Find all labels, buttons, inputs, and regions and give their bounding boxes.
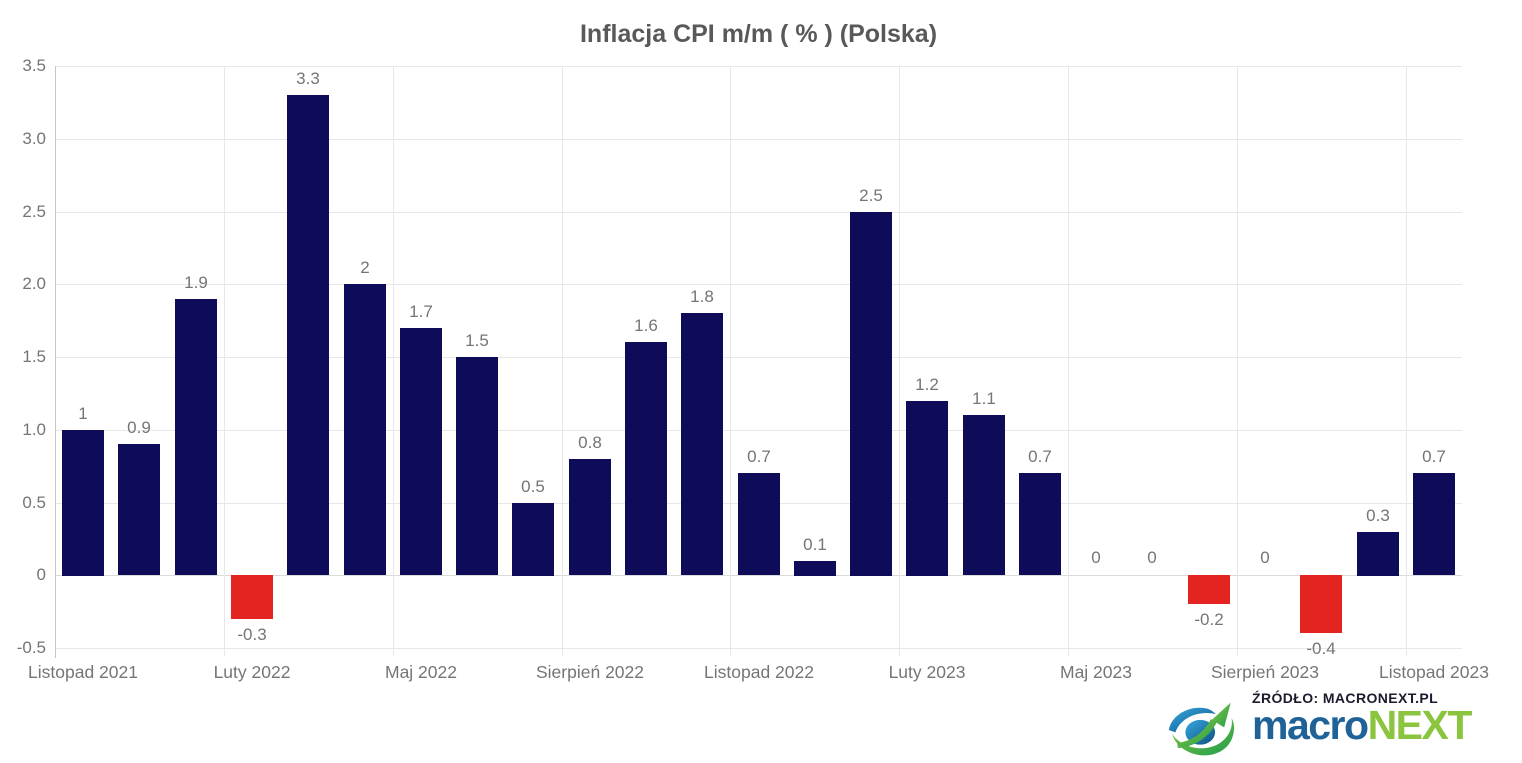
bar-value-label: 0.9 — [127, 418, 151, 437]
zero-gridline — [55, 575, 1462, 576]
gridline-horizontal — [55, 430, 1462, 431]
source-text: ŹRÓDŁO: MACRONEXT.PL — [1252, 690, 1439, 706]
bar-positive — [963, 415, 1005, 575]
gridline-vertical — [899, 66, 900, 656]
gridline-vertical — [1237, 66, 1238, 656]
x-axis-tick-label: Listopad 2021 — [28, 662, 138, 682]
brand-wordmark: macroNEXT — [1252, 705, 1472, 746]
bar-positive — [512, 503, 554, 576]
y-axis-tick-label: 1.0 — [22, 420, 46, 439]
bar-value-label: 0 — [1260, 548, 1270, 567]
x-axis-tick-label: Sierpień 2023 — [1211, 662, 1319, 682]
gridline-vertical — [224, 66, 225, 656]
x-axis-tick-label: Sierpień 2022 — [536, 662, 644, 682]
bar-value-label: 0.7 — [747, 447, 771, 466]
gridline-horizontal — [55, 648, 1462, 649]
bar-value-label: 1.7 — [409, 302, 433, 321]
gridline-horizontal — [55, 212, 1462, 213]
bar-value-label: 1.1 — [972, 389, 996, 408]
bar-positive — [175, 299, 217, 575]
macronext-logo: ŹRÓDŁO: MACRONEXT.PL macroNEXT — [1164, 690, 1472, 762]
gridline-horizontal — [55, 66, 1462, 67]
bar-positive — [906, 401, 948, 576]
bar-value-label: -0.3 — [237, 625, 267, 644]
x-axis-tick-label: Luty 2023 — [888, 662, 966, 682]
x-axis-tick-label: Listopad 2023 — [1379, 662, 1489, 682]
bar-value-label: -0.4 — [1306, 639, 1336, 658]
bar-positive — [794, 561, 836, 576]
bar-positive — [850, 212, 892, 576]
gridline-vertical — [1068, 66, 1069, 656]
y-axis-tick-label: 1.5 — [22, 347, 46, 366]
bar-positive — [1357, 532, 1399, 576]
bar-value-label: 1.6 — [634, 316, 658, 335]
bar-negative — [1300, 575, 1342, 633]
y-axis-tick-label: 3.5 — [22, 56, 46, 75]
bar-value-label: 1.2 — [915, 375, 939, 394]
bar-value-label: 3.3 — [296, 69, 320, 88]
bar-positive — [738, 473, 780, 575]
bar-value-label: 1.9 — [184, 273, 208, 292]
bar-negative — [231, 575, 273, 619]
y-axis-line — [55, 66, 56, 658]
gridline-horizontal — [55, 357, 1462, 358]
brand-next: NEXT — [1367, 702, 1473, 748]
logo-leaf-shape — [1168, 707, 1216, 733]
bar-positive — [569, 459, 611, 575]
bar-value-label: 1.5 — [465, 331, 489, 350]
bar-positive — [625, 342, 667, 575]
bar-positive — [456, 357, 498, 575]
y-axis-tick-label: 0.5 — [22, 493, 46, 512]
bar-value-label: 0.7 — [1028, 447, 1052, 466]
gridline-horizontal — [55, 284, 1462, 285]
gridline-vertical — [730, 66, 731, 656]
x-axis-tick-label: Luty 2022 — [213, 662, 291, 682]
bar-positive — [344, 284, 386, 575]
bar-value-label: 0.1 — [803, 535, 827, 554]
bar-value-label: 0 — [1147, 548, 1157, 567]
logo-arrowhead-shape — [1211, 702, 1231, 728]
y-axis-tick-label: 3.0 — [22, 129, 46, 148]
bar-positive — [1413, 473, 1455, 575]
gridline-vertical — [393, 66, 394, 656]
x-axis-tick-label: Listopad 2022 — [704, 662, 814, 682]
bar-positive — [1019, 473, 1061, 575]
x-axis-tick-label: Maj 2023 — [1060, 662, 1132, 682]
y-axis-tick-label: 2.5 — [22, 202, 46, 221]
bar-value-label: 0.7 — [1422, 447, 1446, 466]
gridline-vertical — [562, 66, 563, 656]
bar-value-label: 1.8 — [690, 287, 714, 306]
y-axis-tick-label: 0 — [36, 565, 46, 584]
logo-arrow-shape — [1177, 719, 1217, 748]
brand-macro: macro — [1252, 702, 1369, 748]
gridline-vertical — [1406, 66, 1407, 656]
bar-value-label: -0.2 — [1194, 610, 1224, 629]
bar-positive — [118, 444, 160, 575]
bar-negative — [1188, 575, 1230, 604]
x-axis-tick-label: Maj 2022 — [385, 662, 457, 682]
y-axis-tick-label: -0.5 — [16, 638, 46, 657]
bar-positive — [287, 95, 329, 575]
macronext-logo-icon — [1168, 702, 1235, 756]
bar-positive — [400, 328, 442, 575]
bar-value-label: 0.5 — [521, 477, 545, 496]
bar-positive — [62, 430, 104, 576]
bar-value-label: 0 — [1091, 548, 1101, 567]
bar-value-label: 0.8 — [578, 433, 602, 452]
y-axis-tick-label: 2.0 — [22, 274, 46, 293]
bar-value-label: 1 — [78, 404, 88, 423]
gridline-horizontal — [55, 139, 1462, 140]
bar-positive — [681, 313, 723, 575]
bar-value-label: 2.5 — [859, 186, 883, 205]
chart-title: Inflacja CPI m/m ( % ) (Polska) — [579, 20, 938, 48]
bar-value-label: 2 — [360, 258, 370, 277]
bar-value-label: 0.3 — [1366, 506, 1390, 525]
